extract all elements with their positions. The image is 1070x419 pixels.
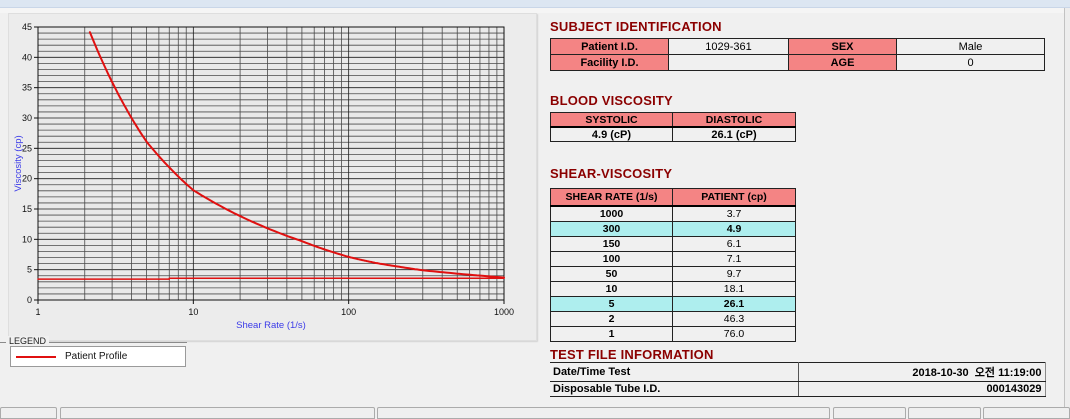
disposable-tube-id-label: Disposable Tube I.D.	[550, 381, 799, 397]
legend-entry-label: Patient Profile	[65, 351, 128, 362]
bottom-panel	[908, 407, 981, 419]
svg-text:1: 1	[35, 307, 40, 317]
bottom-panel	[833, 407, 906, 419]
shear-row: 2 46.3	[550, 311, 796, 327]
bottom-panel	[0, 407, 57, 419]
viscosity-chart-panel: 0 5 10 15 20 25 30 35 40 45 1 10 100 1000 Shear Rate (…	[8, 13, 537, 341]
table-row: Disposable Tube I.D. 000143029	[550, 381, 1046, 397]
patient-viscosity-cell: 7.1	[672, 251, 796, 267]
patient-viscosity-cell: 76.0	[672, 326, 796, 342]
shear-row: 5 26.1	[550, 296, 796, 312]
shear-rate-cell: 50	[550, 266, 673, 282]
svg-text:Viscosity (cp): Viscosity (cp)	[13, 135, 24, 191]
svg-text:45: 45	[22, 22, 32, 32]
systolic-value: 4.9 (cP)	[550, 126, 673, 142]
table-row: 4.9 (cP) 26.1 (cP)	[550, 126, 796, 142]
shear-rate-cell: 1000	[550, 205, 673, 222]
diastolic-header: DIASTOLIC	[672, 112, 796, 128]
shear-row: 300 4.9	[550, 221, 796, 237]
window-right-edge	[1064, 8, 1070, 407]
shear-row: 10 18.1	[550, 281, 796, 297]
shear-rate-cell: 2	[550, 311, 673, 327]
patient-viscosity-cell: 9.7	[672, 266, 796, 282]
blood-viscosity-table: SYSTOLIC DIASTOLIC 4.9 (cP) 26.1 (cP)	[550, 112, 796, 142]
subject-identification-table: Patient I.D. 1029-361 SEX Male Facility …	[550, 38, 1045, 71]
sex-value: Male	[896, 38, 1045, 55]
svg-text:1000: 1000	[494, 307, 514, 317]
viscosity-chart: 0 5 10 15 20 25 30 35 40 45 1 10 100 1000 Shear Rate (…	[13, 22, 514, 331]
shear-rate-cell: 10	[550, 281, 673, 297]
shear-rate-header: SHEAR RATE (1/s)	[550, 188, 673, 207]
facility-id-value	[668, 54, 789, 71]
shear-row: 1 76.0	[550, 326, 796, 342]
shear-row: 150 6.1	[550, 236, 796, 252]
subject-identification-title: SUBJECT IDENTIFICATION	[550, 19, 722, 34]
window-chrome-strip	[0, 8, 1070, 13]
window-top-strip	[0, 0, 1070, 8]
svg-text:30: 30	[22, 113, 32, 123]
shear-row: 100 7.1	[550, 251, 796, 267]
shear-rate-cell: 100	[550, 251, 673, 267]
svg-text:15: 15	[22, 204, 32, 214]
blood-viscosity-title: BLOOD VISCOSITY	[550, 93, 673, 108]
date-time-test-label: Date/Time Test	[550, 362, 799, 382]
shear-row: 1000 3.7	[550, 205, 796, 222]
patient-viscosity-cell: 18.1	[672, 281, 796, 297]
shear-rate-cell: 150	[550, 236, 673, 252]
svg-text:20: 20	[22, 174, 32, 184]
facility-id-label: Facility I.D.	[550, 54, 669, 71]
table-header-row: SHEAR RATE (1/s) PATIENT (cp)	[550, 188, 796, 207]
patient-id-label: Patient I.D.	[550, 38, 669, 55]
shear-rate-cell: 300	[550, 221, 673, 237]
table-row: Date/Time Test 2018-10-30 오전 11:19:00	[550, 362, 1046, 382]
diastolic-value: 26.1 (cP)	[672, 126, 796, 142]
sex-label: SEX	[788, 38, 897, 55]
svg-text:10: 10	[188, 307, 198, 317]
date-time-test-value: 2018-10-30 오전 11:19:00	[798, 362, 1046, 382]
patient-id-value: 1029-361	[668, 38, 789, 55]
patient-cp-header: PATIENT (cp)	[672, 188, 796, 207]
shear-viscosity-title: SHEAR-VISCOSITY	[550, 166, 673, 181]
bottom-panel	[60, 407, 375, 419]
shear-table-body: 1000 3.7 300 4.9 150 6.1 100 7.1 50 9.7 10 18.1 5 26.…	[550, 205, 796, 342]
svg-text:40: 40	[22, 52, 32, 62]
svg-text:100: 100	[341, 307, 356, 317]
age-value: 0	[896, 54, 1045, 71]
patient-profile-line-swatch	[16, 355, 56, 358]
table-row: Facility I.D. AGE 0	[550, 54, 1045, 71]
test-file-information-table: Date/Time Test 2018-10-30 오전 11:19:00 Di…	[550, 362, 1046, 397]
shear-viscosity-table: SHEAR RATE (1/s) PATIENT (cp) 1000 3.7 300…	[550, 188, 796, 342]
shear-rate-cell: 5	[550, 296, 673, 312]
svg-text:Shear Rate (1/s): Shear Rate (1/s)	[236, 320, 306, 331]
patient-viscosity-cell: 26.1	[672, 296, 796, 312]
systolic-header: SYSTOLIC	[550, 112, 673, 128]
patient-viscosity-cell: 46.3	[672, 311, 796, 327]
svg-text:10: 10	[22, 234, 32, 244]
svg-text:5: 5	[27, 265, 32, 275]
svg-text:25: 25	[22, 143, 32, 153]
legend-groupbox-border	[0, 342, 187, 343]
bottom-panel	[377, 407, 830, 419]
svg-text:0: 0	[27, 295, 32, 305]
disposable-tube-id-value: 000143029	[798, 381, 1046, 397]
age-label: AGE	[788, 54, 897, 71]
shear-rate-cell: 1	[550, 326, 673, 342]
patient-viscosity-cell: 6.1	[672, 236, 796, 252]
table-header-row: SYSTOLIC DIASTOLIC	[550, 112, 796, 128]
svg-text:35: 35	[22, 83, 32, 93]
patient-viscosity-cell: 4.9	[672, 221, 796, 237]
table-row: Patient I.D. 1029-361 SEX Male	[550, 38, 1045, 55]
patient-viscosity-cell: 3.7	[672, 205, 796, 222]
bottom-panel	[983, 407, 1070, 419]
legend-box: Patient Profile	[10, 346, 186, 367]
test-file-information-title: TEST FILE INFORMATION	[550, 347, 714, 362]
legend-groupbox-title: LEGEND	[6, 336, 50, 347]
shear-row: 50 9.7	[550, 266, 796, 282]
